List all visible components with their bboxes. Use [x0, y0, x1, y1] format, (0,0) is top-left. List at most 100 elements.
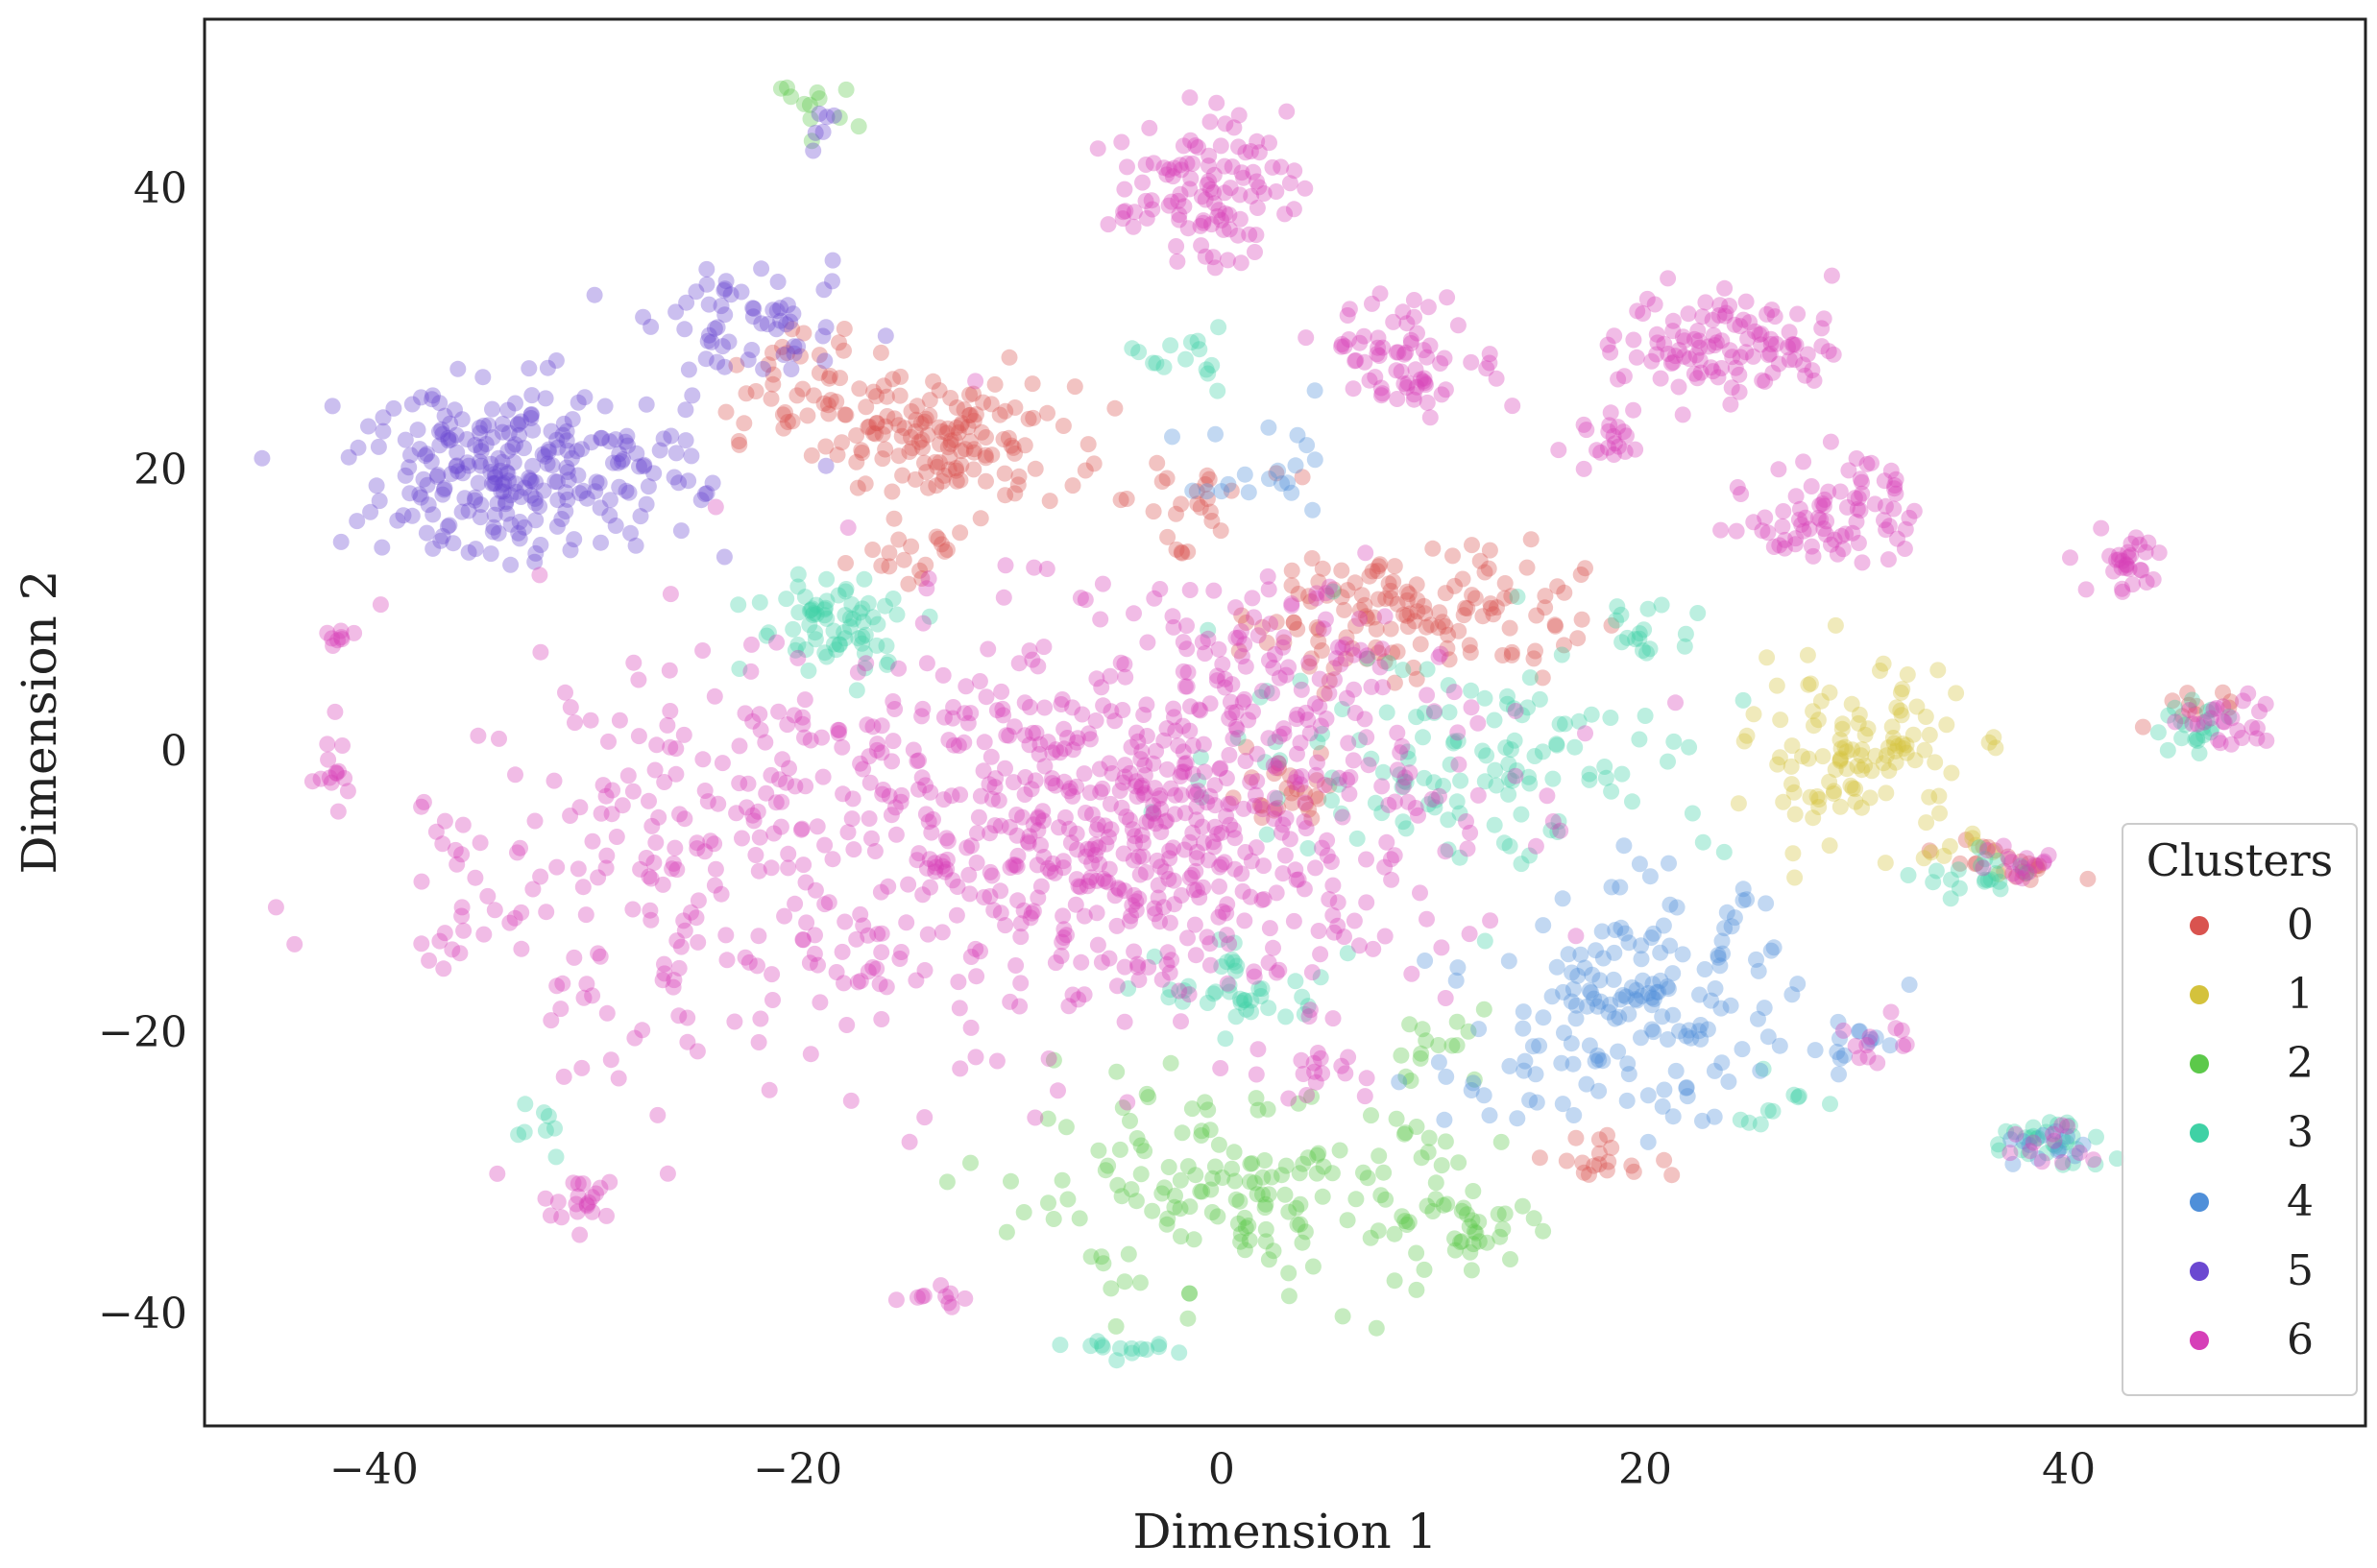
y-tick-label: −20: [98, 1008, 187, 1057]
data-point: [1975, 859, 1992, 877]
data-point: [2138, 574, 2155, 591]
data-point: [501, 914, 519, 931]
data-point: [938, 424, 956, 442]
data-point: [374, 539, 391, 556]
data-point: [371, 493, 388, 510]
data-point: [1095, 870, 1112, 887]
data-point: [928, 858, 944, 876]
data-point: [1082, 1338, 1100, 1355]
data-point: [1817, 526, 1834, 543]
data-point: [1213, 211, 1230, 229]
data-point: [527, 473, 545, 491]
data-point: [1462, 1243, 1479, 1261]
data-point: [709, 319, 726, 336]
data-point: [845, 611, 862, 628]
data-point: [874, 425, 891, 443]
data-point: [1567, 928, 1585, 945]
data-point: [789, 338, 807, 355]
data-point: [1387, 793, 1403, 810]
data-point: [1285, 201, 1302, 218]
data-point: [1337, 650, 1354, 667]
data-point: [1153, 473, 1171, 490]
data-point: [935, 709, 953, 726]
data-point: [1068, 871, 1085, 888]
data-point: [987, 770, 1005, 787]
data-point: [2021, 855, 2038, 872]
data-point: [1811, 496, 1829, 514]
data-point: [632, 860, 649, 878]
data-point: [419, 446, 436, 463]
data-point: [774, 751, 791, 768]
data-point: [1186, 916, 1203, 933]
data-point: [2140, 534, 2157, 551]
data-point: [1854, 761, 1871, 779]
data-point: [1553, 1054, 1570, 1072]
data-point: [1998, 1122, 2015, 1140]
data-point: [1260, 1186, 1277, 1203]
data-point: [1236, 1209, 1253, 1226]
data-point: [2208, 700, 2225, 716]
data-point: [1402, 1073, 1419, 1089]
data-point: [1015, 1204, 1032, 1220]
data-point: [1689, 323, 1707, 339]
data-point: [375, 409, 392, 426]
data-point: [1455, 1199, 1472, 1217]
data-point: [588, 473, 605, 491]
data-point: [1410, 807, 1426, 824]
data-point: [1023, 781, 1040, 798]
data-point: [963, 837, 980, 855]
data-point: [1713, 332, 1731, 350]
data-point: [453, 899, 471, 916]
data-point: [419, 476, 436, 494]
data-point: [1577, 725, 1593, 742]
data-point: [1359, 1170, 1376, 1187]
data-point: [333, 631, 351, 648]
data-point: [860, 594, 877, 612]
data-point: [997, 402, 1014, 420]
data-point: [1369, 563, 1386, 580]
data-point: [449, 444, 466, 461]
data-point: [2173, 730, 2191, 747]
data-point: [913, 570, 931, 587]
data-point: [1112, 1339, 1128, 1357]
data-point: [1255, 857, 1273, 875]
data-point: [1187, 1167, 1204, 1184]
data-point: [1188, 881, 1205, 899]
data-point: [774, 406, 791, 423]
data-point: [1359, 647, 1375, 664]
data-point: [1534, 743, 1551, 760]
data-point: [1209, 207, 1226, 225]
data-point: [1058, 730, 1076, 746]
data-point: [782, 313, 799, 330]
data-point: [650, 808, 667, 826]
data-point: [431, 395, 449, 412]
data-point: [2122, 535, 2140, 552]
data-point: [1006, 718, 1023, 736]
data-point: [1716, 307, 1734, 325]
data-point: [801, 954, 818, 972]
data-point: [1659, 978, 1676, 995]
data-point: [1267, 734, 1284, 751]
data-point: [2006, 1123, 2023, 1141]
data-point: [1172, 768, 1189, 784]
data-point: [937, 1288, 955, 1305]
data-point: [1815, 310, 1832, 327]
data-point: [573, 441, 591, 458]
data-point: [972, 787, 989, 805]
data-point: [531, 497, 548, 515]
data-point: [1805, 547, 1822, 565]
data-point: [403, 507, 421, 524]
data-point: [1783, 986, 1801, 1003]
data-point: [922, 784, 939, 801]
data-point: [1044, 770, 1060, 787]
data-point: [1635, 642, 1651, 659]
data-point: [593, 805, 610, 822]
data-point: [1856, 757, 1874, 774]
data-point: [1008, 827, 1026, 844]
data-point: [1581, 1166, 1597, 1183]
data-point: [1277, 666, 1295, 684]
data-point: [941, 448, 958, 466]
data-point: [1077, 462, 1094, 479]
data-point: [1607, 922, 1624, 938]
